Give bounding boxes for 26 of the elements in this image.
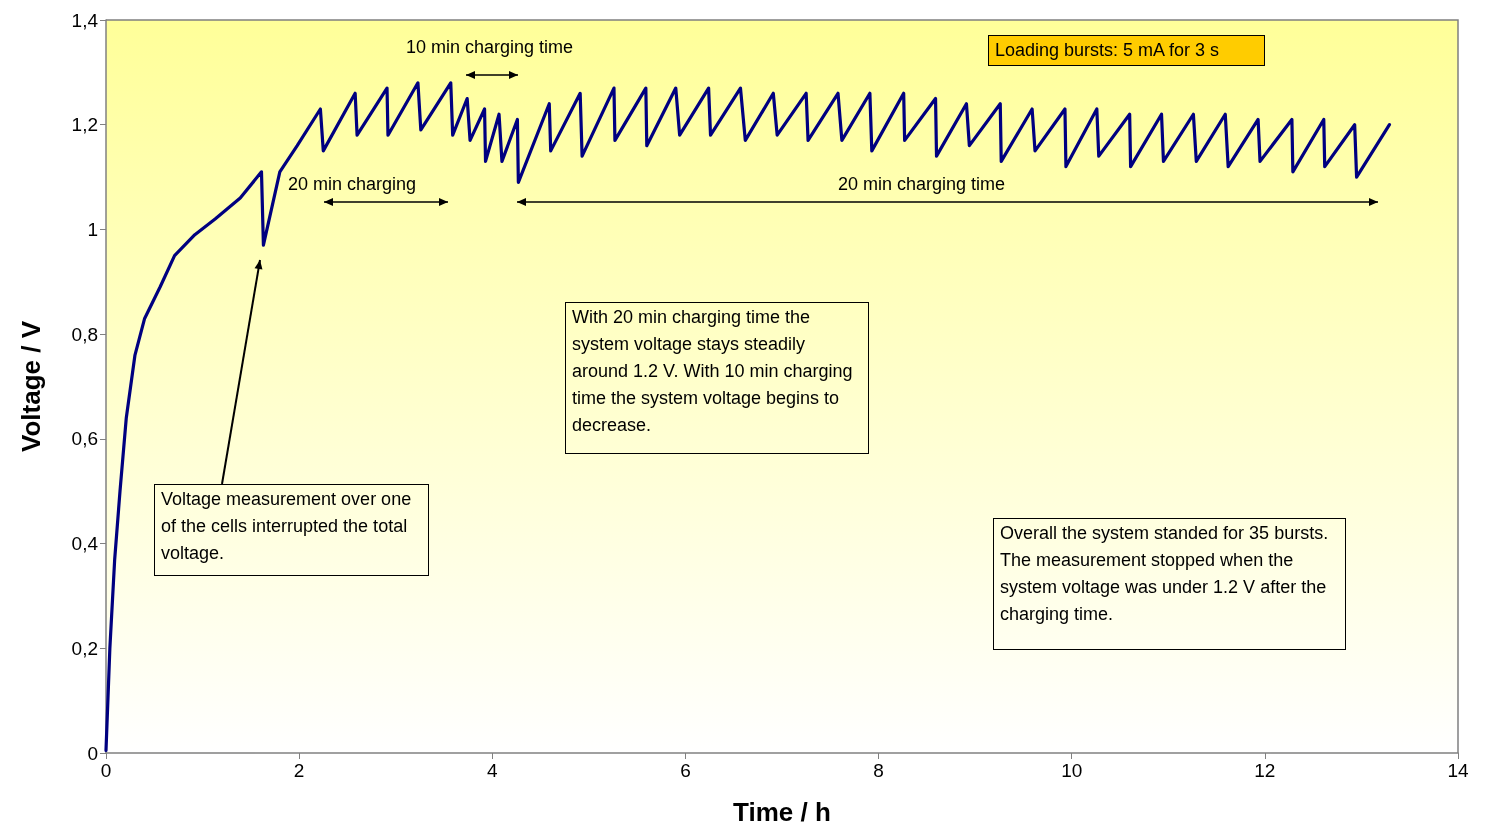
x-tick-label: 8 — [873, 760, 884, 781]
x-tick-label: 12 — [1254, 760, 1276, 781]
x-axis-title: Time / h — [733, 797, 831, 827]
annotation: Voltage measurement over one of the cells interrupted the total voltage. — [154, 484, 429, 576]
annotation: 20 min charging time — [838, 173, 1007, 196]
annotation: With 20 min charging time the system voltage stays steadily around 1.2 V. With 10 min charging time the system voltage begins to decrease. — [565, 302, 869, 454]
annotation: Loading bursts: 5 mA for 3 s — [988, 35, 1265, 66]
line-series — [104, 81, 1392, 752]
x-tick-label: 2 — [293, 760, 305, 781]
annotation: 10 min charging time — [406, 36, 575, 59]
y-tick-label: 0,8 — [71, 323, 98, 345]
x-tick-label: 14 — [1447, 760, 1469, 781]
y-tick-label: 0,2 — [71, 637, 98, 659]
y-tick-label: 1 — [87, 218, 98, 240]
x-tick-label: 0 — [100, 760, 112, 781]
annotation: Overall the system standed for 35 bursts. The measurement stopped when the system voltage was under 1.2 V after the charging time. — [993, 518, 1346, 650]
y-axis-title: Voltage / V — [16, 320, 46, 452]
y-tick-label: 0 — [87, 742, 98, 764]
x-tick-label: 6 — [680, 760, 691, 781]
y-tick-label: 0,6 — [71, 428, 98, 450]
x-tick-label: 4 — [487, 760, 498, 781]
y-tick-label: 0,4 — [71, 533, 99, 555]
x-tick-label: 10 — [1061, 760, 1083, 781]
y-tick-label: 1,4 — [71, 9, 99, 31]
annotation: 20 min charging — [288, 173, 418, 196]
y-tick-label: 1,2 — [71, 114, 98, 136]
